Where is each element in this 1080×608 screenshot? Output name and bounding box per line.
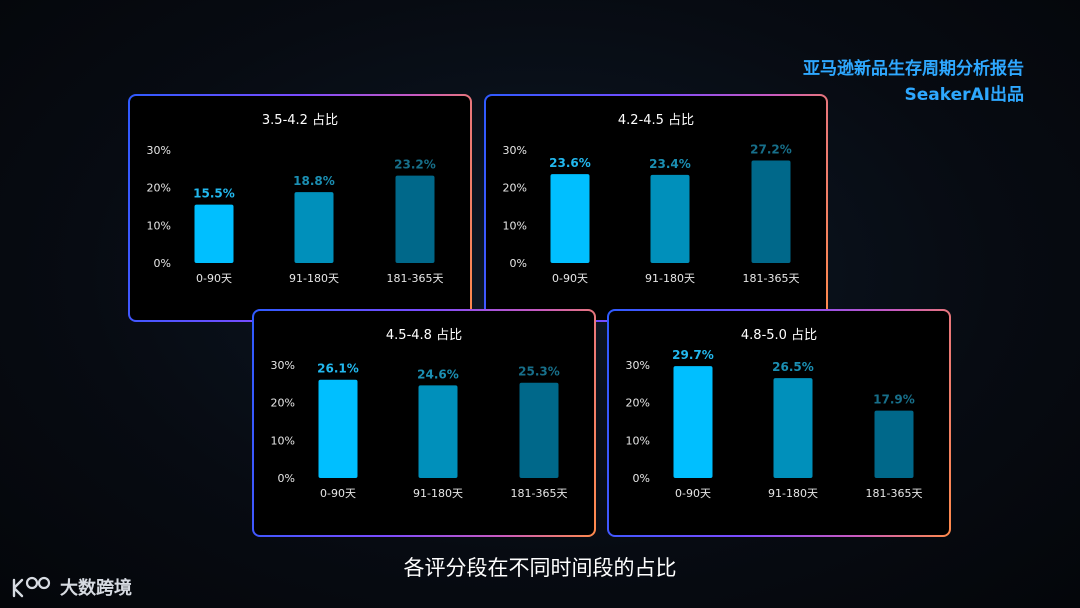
y-tick-label: 0%	[154, 257, 171, 270]
chart-title: 3.5-4.2 占比	[262, 113, 338, 128]
bar-value-label: 15.5%	[193, 187, 235, 201]
chart-title: 4.5-4.8 占比	[386, 328, 462, 343]
x-category-label: 91-180天	[413, 487, 463, 500]
y-tick-label: 0%	[278, 472, 295, 485]
x-category-label: 181-365天	[866, 487, 923, 500]
y-tick-label: 20%	[271, 397, 295, 410]
y-tick-label: 0%	[633, 472, 650, 485]
report-title-line1: 亚马逊新品生存周期分析报告	[803, 59, 1024, 79]
report-title-line2: SeakerAI出品	[904, 85, 1025, 105]
bar-value-label: 24.6%	[417, 367, 459, 381]
page-caption: 各评分段在不同时间段的占比	[403, 556, 677, 580]
bar	[773, 378, 813, 478]
bar-value-label: 26.5%	[772, 360, 814, 374]
bar	[294, 192, 334, 263]
y-tick-label: 10%	[626, 434, 650, 447]
x-category-label: 91-180天	[289, 272, 339, 285]
bar	[874, 410, 914, 478]
chart-panel-3: 4.5-4.8 占比 0% 10% 20% 30% 26.1% 0-90天 24.6% 91-1…	[252, 309, 596, 537]
bar-value-label: 23.6%	[549, 156, 591, 170]
y-tick-label: 20%	[626, 397, 650, 410]
logo-text: 大数跨境	[60, 578, 132, 599]
y-tick-label: 30%	[147, 144, 171, 157]
y-tick-label: 0%	[510, 257, 527, 270]
chart-panel-4: 4.8-5.0 占比 0% 10% 20% 30% 29.7% 0-90天 26.5% 91-1…	[607, 309, 951, 537]
bar-value-label: 18.8%	[293, 174, 335, 188]
x-category-label: 91-180天	[645, 272, 695, 285]
y-tick-label: 10%	[147, 219, 171, 232]
chart-title: 4.8-5.0 占比	[741, 328, 817, 343]
x-category-label: 181-365天	[743, 272, 800, 285]
bar	[673, 366, 713, 478]
y-tick-label: 30%	[503, 144, 527, 157]
bar-chart-svg: 3.5-4.2 占比 0% 10% 20% 30% 15.5% 0-90天 18.8% 91-1…	[147, 113, 444, 285]
y-tick-label: 10%	[503, 219, 527, 232]
report-title: 亚马逊新品生存周期分析报告 SeakerAI出品	[803, 56, 1024, 108]
bar-value-label: 25.3%	[518, 365, 560, 379]
bar-value-label: 23.4%	[649, 157, 691, 171]
bar-value-label: 29.7%	[672, 348, 714, 362]
bar	[519, 382, 559, 478]
bar	[418, 385, 458, 478]
chart-panel-1: 3.5-4.2 占比 0% 10% 20% 30% 15.5% 0-90天 18.8% 91-1…	[128, 94, 472, 322]
y-tick-label: 20%	[503, 182, 527, 195]
bar	[318, 379, 358, 478]
y-tick-label: 30%	[271, 359, 295, 372]
bar	[550, 174, 590, 263]
tenbo-logo-icon	[12, 576, 51, 598]
bar-value-label: 27.2%	[750, 143, 792, 157]
x-category-label: 0-90天	[196, 272, 232, 285]
chart-title: 4.2-4.5 占比	[618, 113, 694, 128]
bar	[395, 175, 435, 263]
bar-value-label: 17.9%	[873, 393, 915, 407]
x-category-label: 91-180天	[768, 487, 818, 500]
bar-value-label: 26.1%	[317, 362, 359, 376]
x-category-label: 0-90天	[320, 487, 356, 500]
y-tick-label: 10%	[271, 434, 295, 447]
bar-chart-svg: 4.8-5.0 占比 0% 10% 20% 30% 29.7% 0-90天 26.5% 91-1…	[626, 328, 923, 500]
y-tick-label: 20%	[147, 182, 171, 195]
bar	[650, 174, 690, 263]
bar	[751, 160, 791, 263]
bar-chart-svg: 4.5-4.8 占比 0% 10% 20% 30% 26.1% 0-90天 24.6% 91-1…	[271, 328, 568, 500]
bar-value-label: 23.2%	[394, 158, 436, 172]
bar-chart-svg: 4.2-4.5 占比 0% 10% 20% 30% 23.6% 0-90天 23.4% 91-1…	[503, 113, 800, 285]
bar	[194, 204, 234, 263]
x-category-label: 181-365天	[511, 487, 568, 500]
brand-logo: 大数跨境	[10, 574, 132, 600]
y-tick-label: 30%	[626, 359, 650, 372]
x-category-label: 0-90天	[552, 272, 588, 285]
chart-panel-2: 4.2-4.5 占比 0% 10% 20% 30% 23.6% 0-90天 23.4% 91-1…	[484, 94, 828, 322]
x-category-label: 181-365天	[387, 272, 444, 285]
x-category-label: 0-90天	[675, 487, 711, 500]
